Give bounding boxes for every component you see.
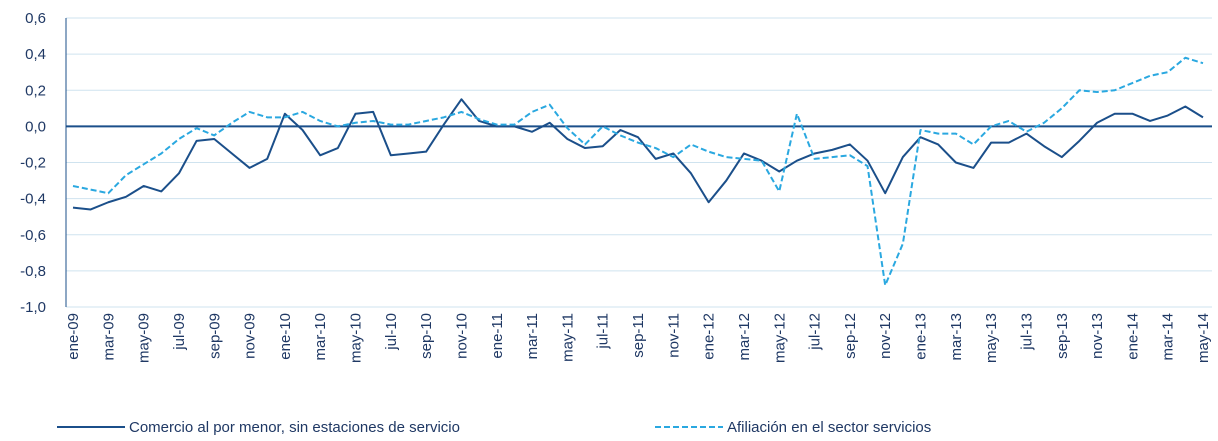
x-tick-label: may-10 (348, 313, 365, 363)
x-tick-label: may-14 (1195, 313, 1212, 363)
x-tick-label: ene-11 (489, 313, 506, 359)
y-tick-label: -0,8 (20, 263, 46, 280)
x-tick-label: nov-11 (665, 313, 682, 358)
y-tick-label: 0,4 (25, 46, 46, 63)
y-tick-label: -0,2 (20, 155, 46, 172)
x-tick-label: mar-10 (312, 313, 329, 361)
x-tick-label: mar-14 (1160, 313, 1177, 361)
legend-label: Afiliación en el sector servicios (727, 419, 931, 436)
x-tick-label: jul-13 (1018, 313, 1035, 351)
legend-label: Comercio al por menor, sin estaciones de… (129, 419, 460, 436)
x-tick-label: ene-09 (65, 313, 82, 360)
x-tick-label: may-12 (771, 313, 788, 363)
x-tick-label: nov-10 (453, 313, 470, 359)
x-tick-label: ene-14 (1124, 313, 1141, 360)
y-tick-label: 0,6 (25, 10, 46, 27)
x-tick-label: nov-13 (1089, 313, 1106, 359)
y-tick-label: 0,0 (25, 118, 46, 135)
x-tick-label: nov-12 (877, 313, 894, 359)
x-tick-label: mar-12 (736, 313, 753, 361)
x-tick-label: sep-13 (1054, 313, 1071, 359)
y-tick-label: -0,4 (20, 191, 46, 208)
x-tick-label: may-13 (983, 313, 1000, 363)
x-tick-label: mar-09 (100, 313, 117, 361)
y-tick-label: -0,6 (20, 227, 46, 244)
x-tick-label: jul-10 (383, 313, 400, 351)
x-tick-label: jul-12 (807, 313, 824, 351)
series-line (72, 56, 1204, 287)
x-tick-label: sep-12 (842, 313, 859, 359)
x-tick-label: mar-13 (948, 313, 965, 361)
x-tick-label: ene-13 (913, 313, 930, 360)
x-tick-label: sep-09 (206, 313, 223, 359)
x-tick-label: ene-12 (701, 313, 718, 360)
y-tick-label: -1,0 (20, 299, 46, 316)
x-tick-label: jul-11 (595, 313, 612, 350)
x-tick-label: sep-10 (418, 313, 435, 359)
series-line (72, 98, 1204, 211)
x-tick-label: may-11 (559, 313, 576, 362)
x-tick-label: mar-11 (524, 313, 541, 359)
x-tick-label: ene-10 (277, 313, 294, 360)
x-tick-label: nov-09 (242, 313, 259, 359)
x-tick-label: sep-11 (630, 313, 647, 358)
x-tick-label: may-09 (136, 313, 153, 363)
y-tick-label: 0,2 (25, 82, 46, 99)
x-tick-label: jul-09 (171, 313, 188, 351)
